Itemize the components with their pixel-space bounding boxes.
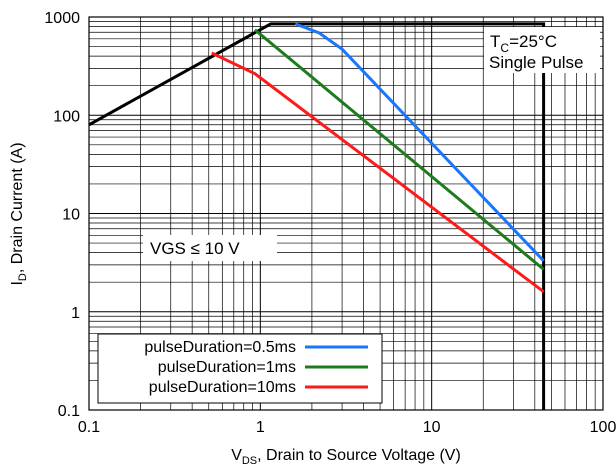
x-axis-title: VDS, Drain to Source Voltage (V) <box>231 447 461 467</box>
y-tick-label: 1 <box>71 305 80 322</box>
conditions-box <box>484 27 600 73</box>
series-lines <box>88 22 546 410</box>
y-axis-title: ID, Drain Current (A) <box>9 142 29 285</box>
x-tick-label: 10 <box>423 419 441 436</box>
x-tick-label: 0.1 <box>78 419 100 436</box>
series-line-2 <box>253 28 545 271</box>
x-tick-label: 1 <box>256 419 265 436</box>
series-line-3 <box>211 51 545 293</box>
series-line-1 <box>294 22 545 262</box>
legend-label: pulseDuration=1ms <box>158 359 296 376</box>
legend-label: pulseDuration=10ms <box>149 379 296 396</box>
vgs-annotation: VGS ≤ 10 V <box>143 235 277 261</box>
legend-label: pulseDuration=0.5ms <box>144 339 296 356</box>
conditions-annotation: TC=25°C Single Pulse <box>484 27 600 73</box>
y-tick-label: 10 <box>62 207 80 224</box>
tick-labels: 0.1 1 10 100 0.1 1 10 100 1000 <box>44 10 616 436</box>
y-tick-label: 100 <box>53 108 80 125</box>
vgs-label: VGS ≤ 10 V <box>150 239 240 258</box>
plot-frame <box>88 16 604 411</box>
y-tick-label: 0.1 <box>58 403 80 420</box>
tc-condition: TC=25°C <box>490 32 557 55</box>
soa-boundary-line <box>88 22 546 410</box>
vgs-box <box>143 235 277 261</box>
x-tick-label: 100 <box>590 419 616 436</box>
legend: pulseDuration=0.5ms pulseDuration=1ms puls… <box>97 333 383 404</box>
single-pulse-label: Single Pulse <box>489 53 584 72</box>
y-tick-label: 1000 <box>44 10 80 27</box>
